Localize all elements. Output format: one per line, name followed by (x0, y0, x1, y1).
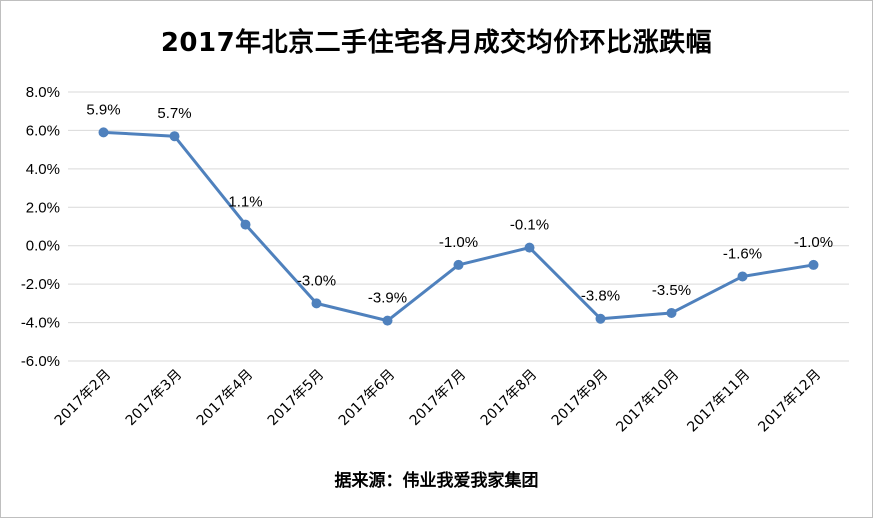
data-point (382, 315, 393, 326)
x-tick-label: 2017年5月 (265, 367, 328, 430)
y-tick-label: -6.0% (21, 353, 60, 370)
x-tick-label: 2017年2月 (52, 367, 115, 430)
data-labels: 5.9% 5.7% 1.1% -3.0% -3.9% -1.0% -0.1% -3.8% -3.… (86, 101, 833, 306)
x-tick-label: 2017年4月 (194, 367, 257, 430)
data-label: -3.5% (652, 282, 691, 299)
y-tick-label: -4.0% (21, 315, 60, 332)
data-label: -3.9% (368, 290, 407, 307)
x-tick-label: 2017年10月 (613, 367, 682, 436)
chart-title: 2017年北京二手住宅各月成交均价环比涨跌幅 (160, 28, 713, 58)
data-point (666, 307, 677, 318)
x-axis-tick-labels: 2017年2月 2017年3月 2017年4月 2017年5月 2017年6月 2017年… (52, 367, 825, 436)
data-label: 1.1% (228, 194, 262, 211)
y-tick-label: 2.0% (26, 199, 60, 216)
x-tick-label: 2017年8月 (478, 367, 541, 430)
data-point (169, 131, 180, 142)
data-point (524, 242, 535, 253)
x-tick-label: 2017年6月 (336, 367, 399, 430)
data-label: -0.1% (510, 217, 549, 234)
data-label: 5.9% (86, 101, 120, 118)
data-label: -1.0% (794, 234, 833, 251)
gridlines (68, 91, 849, 362)
x-tick-label: 2017年3月 (123, 367, 186, 430)
y-tick-label: 4.0% (26, 161, 60, 178)
data-point (808, 259, 819, 270)
data-label: -3.8% (581, 288, 620, 305)
data-point (595, 313, 606, 324)
y-tick-label: -2.0% (21, 276, 60, 293)
x-tick-label: 2017年12月 (755, 367, 824, 436)
data-point (311, 298, 322, 309)
x-tick-label: 2017年9月 (549, 367, 612, 430)
data-label: -1.0% (439, 234, 478, 251)
y-tick-label: 8.0% (26, 84, 60, 101)
x-tick-label: 2017年7月 (407, 367, 470, 430)
data-point (98, 127, 109, 138)
y-axis-tick-labels: 8.0% 6.0% 4.0% 2.0% 0.0% -2.0% -4.0% -6.0% (21, 84, 60, 370)
chart-source-note: 据来源：伟业我爱我家集团 (334, 471, 539, 491)
series-group (98, 127, 819, 326)
data-point (240, 219, 251, 230)
data-point (737, 271, 748, 282)
series-line (103, 130, 814, 323)
x-tick-label: 2017年11月 (684, 367, 753, 436)
data-label: -3.0% (297, 272, 336, 289)
data-point (453, 259, 464, 270)
y-tick-label: 0.0% (26, 238, 60, 255)
data-label: 5.7% (157, 105, 191, 122)
y-tick-label: 6.0% (26, 122, 60, 139)
data-label: -1.6% (723, 245, 762, 262)
